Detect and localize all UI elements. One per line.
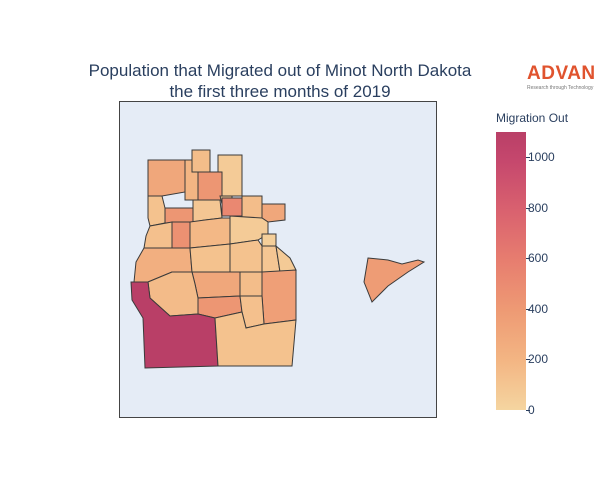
colorbar-tick-mark [526, 208, 530, 209]
tract-south-east[interactable] [261, 269, 297, 325]
tract-south-east-large[interactable] [214, 311, 297, 367]
tract-west-upper[interactable] [147, 195, 166, 227]
tract-far-east[interactable] [363, 257, 426, 303]
map-title-line-1: Population that Migrated out of Minot No… [88, 61, 472, 80]
colorbar-tick-label: 0 [528, 403, 535, 417]
map-title-line-2: the first three months of 2019 [169, 82, 391, 101]
tract-east-lower-edge[interactable] [275, 244, 297, 273]
tract-north-east[interactable] [217, 154, 243, 197]
logo-tagline: Research through Technology [527, 85, 594, 91]
colorbar-tick-mark [526, 359, 530, 360]
tract-central-east-dark[interactable] [221, 197, 243, 217]
colorbar-tick-mark [526, 410, 530, 411]
tract-north-central-west[interactable] [191, 149, 211, 173]
tract-west-mid[interactable] [143, 221, 173, 249]
tract-east-upper-edge[interactable] [261, 203, 286, 223]
colorbar-tick-mark [526, 258, 530, 259]
colorbar-tick-label: 200 [528, 352, 549, 366]
map-title: Population that Migrated out of Minot No… [40, 60, 520, 102]
logo-brand: ADVAN [527, 63, 596, 84]
tract-central-mid[interactable] [189, 217, 231, 249]
colorbar-tick-label: 600 [528, 251, 549, 265]
colorbar-title: Migration Out [496, 111, 569, 125]
advan-logo: ADVAN Research through Technology [527, 63, 597, 92]
tract-central-lower-a[interactable] [229, 239, 263, 273]
tract-central-lower-b[interactable] [189, 243, 231, 273]
colorbar-tick-label: 1000 [528, 150, 555, 164]
tract-north-west[interactable] [147, 159, 186, 197]
tract-west-mid-inner[interactable] [171, 221, 191, 249]
tract-east-upper[interactable] [241, 195, 263, 219]
tract-east-mid-small[interactable] [261, 233, 277, 247]
tract-west-upper-inner[interactable] [164, 207, 194, 224]
colorbar [496, 132, 526, 410]
colorbar-tick-label: 400 [528, 302, 549, 316]
colorbar-tick-mark [526, 157, 530, 158]
tract-south-central-a[interactable] [191, 271, 241, 299]
tract-south-central-b[interactable] [239, 271, 263, 297]
colorbar-tick-label: 800 [528, 201, 549, 215]
tract-north-central[interactable] [197, 171, 223, 201]
colorbar-tick-mark [526, 309, 530, 310]
